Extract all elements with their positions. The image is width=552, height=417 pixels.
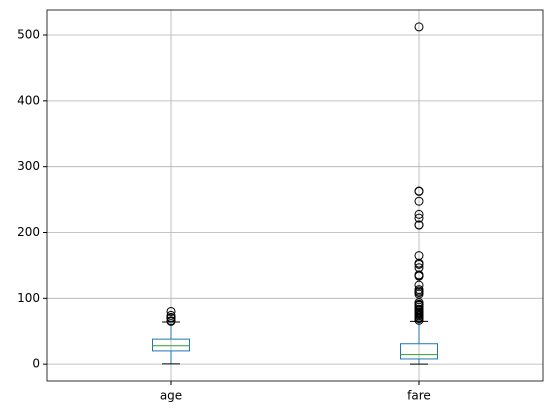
y-tick-label: 300 [17, 159, 40, 173]
outlier [414, 270, 424, 280]
outlier [414, 251, 424, 261]
outlier [414, 298, 424, 308]
y-tick-label: 400 [17, 93, 40, 107]
y-tick-label: 500 [17, 28, 40, 42]
outlier [414, 263, 424, 273]
x-tick-label: age [160, 389, 182, 403]
outlier [414, 280, 424, 290]
outlier [414, 213, 424, 223]
y-tick-label: 200 [17, 225, 40, 239]
outlier [414, 196, 424, 206]
outlier [414, 285, 424, 295]
x-tick-label: fare [407, 389, 431, 403]
outlier [166, 306, 176, 316]
outlier [414, 220, 424, 230]
box [400, 343, 438, 360]
plot-frame [46, 9, 544, 382]
outlier [166, 316, 176, 326]
outlier [414, 186, 424, 196]
outlier [414, 22, 424, 32]
y-tick-label: 100 [17, 291, 40, 305]
y-tick-label: 0 [32, 357, 40, 371]
outlier [166, 310, 176, 320]
outlier [414, 209, 424, 219]
box [152, 338, 190, 352]
